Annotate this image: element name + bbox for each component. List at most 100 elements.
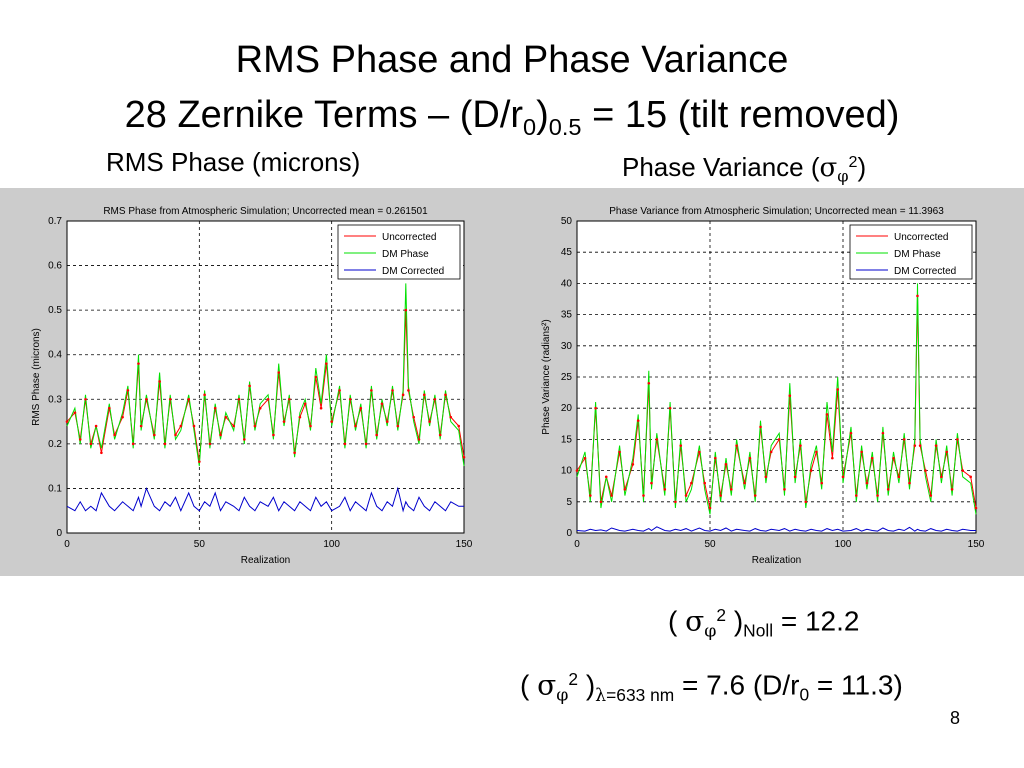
data-point-uncorrected xyxy=(769,450,773,454)
data-point-uncorrected xyxy=(650,481,653,485)
slide-title-line-1: RMS Phase and Phase Variance xyxy=(235,39,789,81)
data-point-uncorrected xyxy=(690,481,693,485)
legend-label: DM Phase xyxy=(382,249,429,260)
data-point-uncorrected xyxy=(298,415,302,419)
phase-variance-chart: 0 50 100 150 0 5 10 15 20 25 30 35 40 45 50 Phase Varia… xyxy=(541,206,985,566)
data-point-uncorrected xyxy=(343,442,347,446)
data-point-uncorrected xyxy=(258,406,262,410)
data-point-uncorrected xyxy=(881,431,885,435)
y-tick-label: 20 xyxy=(561,403,573,414)
data-point-uncorrected xyxy=(319,406,323,410)
y-tick-label: 0.3 xyxy=(48,394,62,405)
data-point-uncorrected xyxy=(192,424,196,428)
figure-panel: 0 50 100 150 0 0.1 0.2 0.3 0.4 0.5 0.6 0.7 RMS Phase… xyxy=(0,188,1024,576)
data-point-uncorrected xyxy=(724,463,728,466)
data-point-uncorrected xyxy=(309,424,312,428)
data-point-uncorrected xyxy=(100,451,103,455)
data-point-uncorrected xyxy=(84,397,87,401)
data-point-uncorrected xyxy=(820,481,824,485)
data-point-uncorrected xyxy=(759,425,762,429)
data-point-uncorrected xyxy=(364,442,368,446)
rms-phase-chart: 0 50 100 150 0 0.1 0.2 0.3 0.4 0.5 0.6 0.7 RMS Phase… xyxy=(31,206,473,566)
data-point-uncorrected xyxy=(636,419,640,422)
data-point-uncorrected xyxy=(799,444,802,447)
data-point-uncorrected xyxy=(174,433,177,437)
y-tick-label: 0.1 xyxy=(48,483,62,494)
data-point-uncorrected xyxy=(232,424,236,428)
data-point-uncorrected xyxy=(407,389,410,392)
data-point-uncorrected xyxy=(788,394,792,398)
data-point-uncorrected xyxy=(924,469,927,472)
data-point-uncorrected xyxy=(73,411,77,414)
data-point-uncorrected xyxy=(121,415,124,419)
data-point-uncorrected xyxy=(663,488,667,491)
data-point-uncorrected xyxy=(126,389,130,392)
data-point-uncorrected xyxy=(338,389,341,392)
data-point-uncorrected xyxy=(684,494,688,497)
data-point-uncorrected xyxy=(743,481,746,485)
data-point-uncorrected xyxy=(187,397,191,401)
y-tick-label: 35 xyxy=(561,310,573,321)
data-point-uncorrected xyxy=(876,494,879,497)
data-point-uncorrected xyxy=(916,294,919,298)
data-point-uncorrected xyxy=(793,475,797,479)
data-point-uncorrected xyxy=(804,500,808,504)
data-point-uncorrected xyxy=(208,442,212,446)
data-point-uncorrected xyxy=(809,469,813,472)
noll-variance-equation: ( σφ2 )Noll = 12.2 xyxy=(668,604,860,642)
data-point-uncorrected xyxy=(158,380,161,383)
legend-label: DM Corrected xyxy=(894,266,956,277)
data-point-uncorrected xyxy=(865,481,869,485)
x-tick-label: 0 xyxy=(574,539,580,550)
y-axis-label: RMS Phase (microns) xyxy=(31,328,42,426)
data-point-uncorrected xyxy=(282,420,286,423)
data-point-uncorrected xyxy=(401,393,405,397)
data-point-uncorrected xyxy=(729,488,733,491)
x-tick-label: 50 xyxy=(194,539,206,550)
data-point-uncorrected xyxy=(303,402,307,406)
data-point-uncorrected xyxy=(417,438,421,441)
y-tick-label: 40 xyxy=(561,278,573,289)
chart-title: Phase Variance from Atmospheric Simulati… xyxy=(609,206,944,217)
data-point-uncorrected xyxy=(203,393,206,397)
data-point-uncorrected xyxy=(404,308,408,312)
data-point-uncorrected xyxy=(855,494,858,497)
data-point-uncorrected xyxy=(647,381,651,385)
data-point-uncorrected xyxy=(412,415,416,419)
data-point-uncorrected xyxy=(370,389,373,392)
data-point-uncorrected xyxy=(870,456,874,460)
data-point-uncorrected xyxy=(137,362,140,365)
data-point-uncorrected xyxy=(272,433,275,437)
y-tick-label: 0 xyxy=(566,528,572,539)
data-point-uncorrected xyxy=(703,481,706,485)
y-tick-label: 25 xyxy=(561,372,573,383)
data-point-uncorrected xyxy=(330,420,333,423)
data-point-uncorrected xyxy=(348,397,352,401)
x-tick-label: 150 xyxy=(456,539,473,550)
data-point-uncorrected xyxy=(444,393,447,397)
data-point-uncorrected xyxy=(575,469,579,472)
data-point-uncorrected xyxy=(929,494,933,497)
data-point-uncorrected xyxy=(219,433,222,437)
data-point-uncorrected xyxy=(583,456,587,460)
data-point-uncorrected xyxy=(825,413,829,416)
data-point-uncorrected xyxy=(815,450,818,454)
data-point-uncorrected xyxy=(288,397,291,401)
x-tick-label: 150 xyxy=(968,539,985,550)
data-point-uncorrected xyxy=(623,488,627,491)
data-point-uncorrected xyxy=(594,406,597,410)
x-axis-label: Realization xyxy=(241,555,290,566)
data-point-uncorrected xyxy=(293,451,296,455)
slide-title-line-2: 28 Zernike Terms – (D/r0)0.5 = 15 (tilt … xyxy=(124,94,900,141)
data-point-uncorrected xyxy=(375,433,378,437)
data-point-uncorrected xyxy=(153,433,156,437)
data-point-uncorrected xyxy=(325,362,328,365)
data-point-uncorrected xyxy=(179,424,183,428)
data-point-uncorrected xyxy=(655,438,659,441)
data-point-uncorrected xyxy=(753,494,757,497)
series-line-dm-phase xyxy=(576,283,977,515)
data-point-uncorrected xyxy=(248,384,251,388)
x-axis-label: Realization xyxy=(752,555,801,566)
data-point-uncorrected xyxy=(243,438,246,441)
data-point-uncorrected xyxy=(714,456,717,460)
